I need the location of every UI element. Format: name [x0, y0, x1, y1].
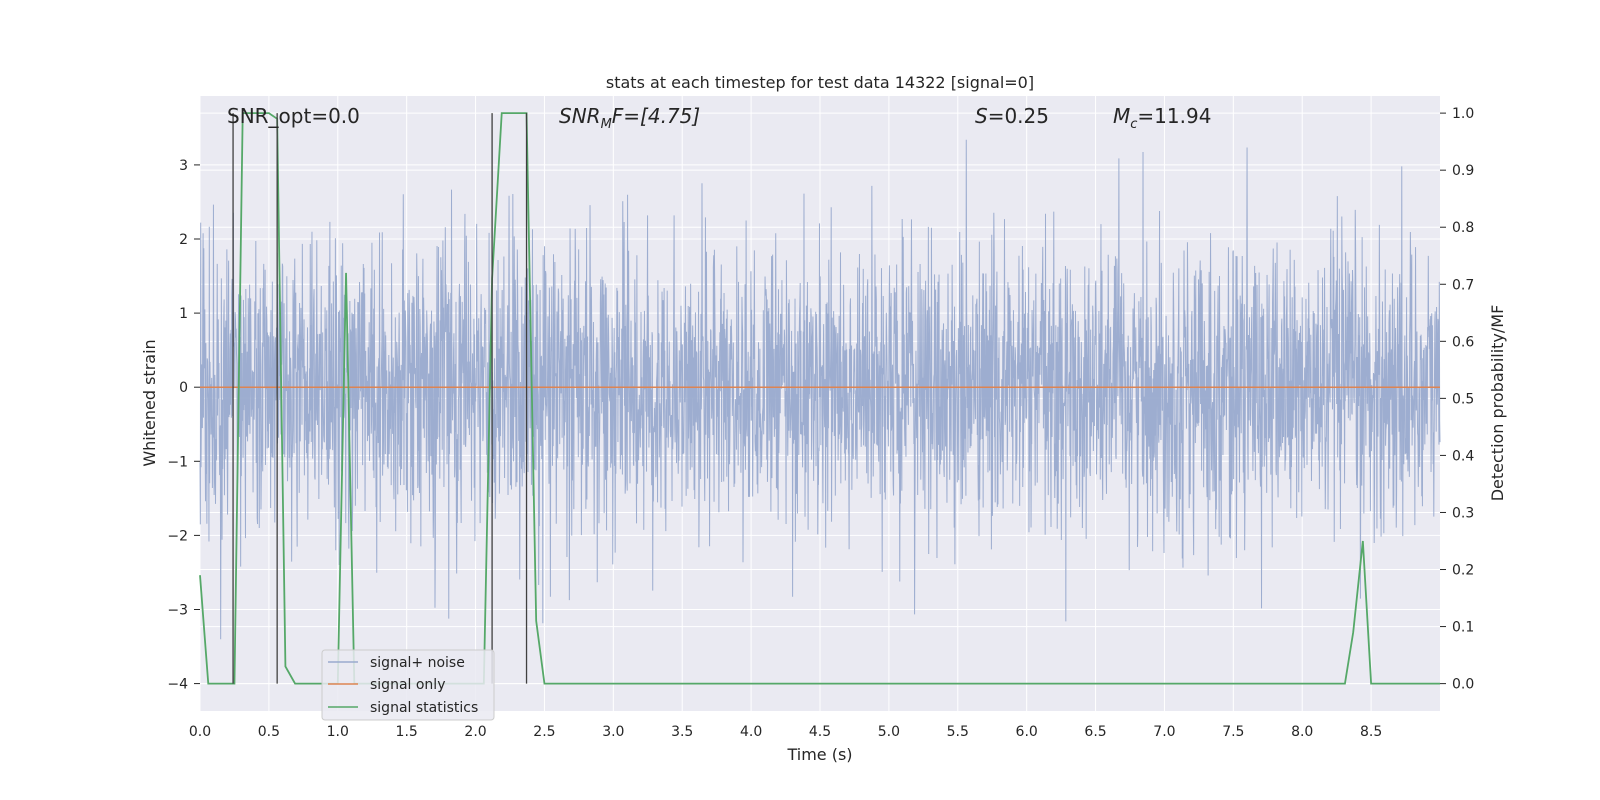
snr-mf-annotation: SNRMF=[4.75]: [559, 104, 700, 132]
right-y-tick-label: 0.0: [1452, 677, 1474, 693]
left-y-tick-label: −3: [167, 602, 188, 618]
s-value: =0.25: [988, 104, 1049, 128]
right-y-tick-label: 1.0: [1452, 106, 1474, 122]
x-tick-label: 3.0: [602, 724, 624, 740]
mc-annotation: Mc=11.94: [1113, 104, 1211, 132]
signal-noise-line: [199, 139, 1441, 640]
right-y-tick-label: 0.6: [1452, 334, 1474, 350]
x-tick-label: 6.5: [1084, 724, 1106, 740]
x-tick-label: 4.5: [809, 724, 831, 740]
right-y-tick-label: 0.4: [1452, 448, 1474, 464]
left-y-axis-label: Whitened strain: [140, 339, 159, 466]
mc-base: M: [1113, 104, 1130, 128]
x-tick-label: 8.0: [1291, 724, 1313, 740]
left-y-tick-label: 2: [179, 232, 188, 248]
left-y-tick-label: −4: [167, 677, 188, 693]
chart-title: stats at each timestep for test data 143…: [606, 73, 1034, 92]
right-y-tick-label: 0.5: [1452, 391, 1474, 407]
x-tick-label: 1.0: [327, 724, 349, 740]
right-y-tick-label: 0.9: [1452, 163, 1474, 179]
legend: signal+ noise signal only signal statist…: [321, 649, 495, 721]
x-tick-label: 7.0: [1153, 724, 1175, 740]
x-tick-label: 0.5: [258, 724, 280, 740]
right-y-axis-ticks: 0.0 0.1 0.2 0.3 0.4 0.5 0.6 0.7 0.8 0.9 1.0: [1440, 106, 1474, 693]
signal-noise-series: [199, 139, 1441, 640]
legend-label-signal-noise: signal+ noise: [370, 655, 465, 671]
legend-box: [321, 649, 495, 721]
right-y-axis-label: Detection probability/MF: [1488, 305, 1507, 502]
legend-label-signal-statistics: signal statistics: [370, 700, 478, 716]
s-label: S: [975, 104, 988, 128]
mc-subscript: c: [1130, 117, 1137, 132]
x-tick-label: 4.0: [740, 724, 762, 740]
x-axis-label: Time (s): [786, 745, 852, 764]
x-tick-label: 1.5: [396, 724, 418, 740]
right-y-tick-label: 0.8: [1452, 220, 1474, 236]
left-y-tick-label: −1: [167, 454, 188, 470]
left-y-axis-ticks: −4 −3 −2 −1 0 1 2 3: [167, 158, 200, 693]
x-tick-label: 3.5: [671, 724, 693, 740]
x-tick-label: 8.5: [1360, 724, 1382, 740]
right-y-tick-label: 0.3: [1452, 505, 1474, 521]
x-tick-label: 0.0: [189, 724, 211, 740]
event-markers: [232, 113, 528, 684]
left-y-tick-label: 3: [179, 158, 188, 174]
right-y-tick-label: 0.1: [1452, 620, 1474, 636]
snr-mf-tail: F=[4.75]: [612, 104, 700, 128]
mc-value: =11.94: [1137, 104, 1211, 128]
legend-label-signal-only: signal only: [370, 677, 445, 693]
right-y-tick-label: 0.7: [1452, 277, 1474, 293]
snr-mf-base: SNR: [559, 104, 601, 128]
right-y-tick-label: 0.2: [1452, 563, 1474, 579]
x-tick-label: 2.5: [533, 724, 555, 740]
x-tick-label: 5.0: [878, 724, 900, 740]
snr-mf-subscript: M: [601, 117, 612, 132]
x-tick-label: 6.0: [1016, 724, 1038, 740]
s-annotation: S=0.25: [975, 104, 1049, 128]
left-y-tick-label: 0: [179, 380, 188, 396]
x-tick-label: 7.5: [1222, 724, 1244, 740]
left-y-tick-label: −2: [167, 528, 188, 544]
x-tick-label: 2.0: [464, 724, 486, 740]
left-y-tick-label: 1: [179, 306, 188, 322]
x-axis-ticks: 0.0 0.5 1.0 1.5 2.0 2.5 3.0 3.5 4.0 4.5 5.0 5.5 6.0 6…: [189, 724, 1382, 740]
x-tick-label: 5.5: [947, 724, 969, 740]
snr-opt-annotation: SNR_opt=0.0: [227, 104, 360, 128]
